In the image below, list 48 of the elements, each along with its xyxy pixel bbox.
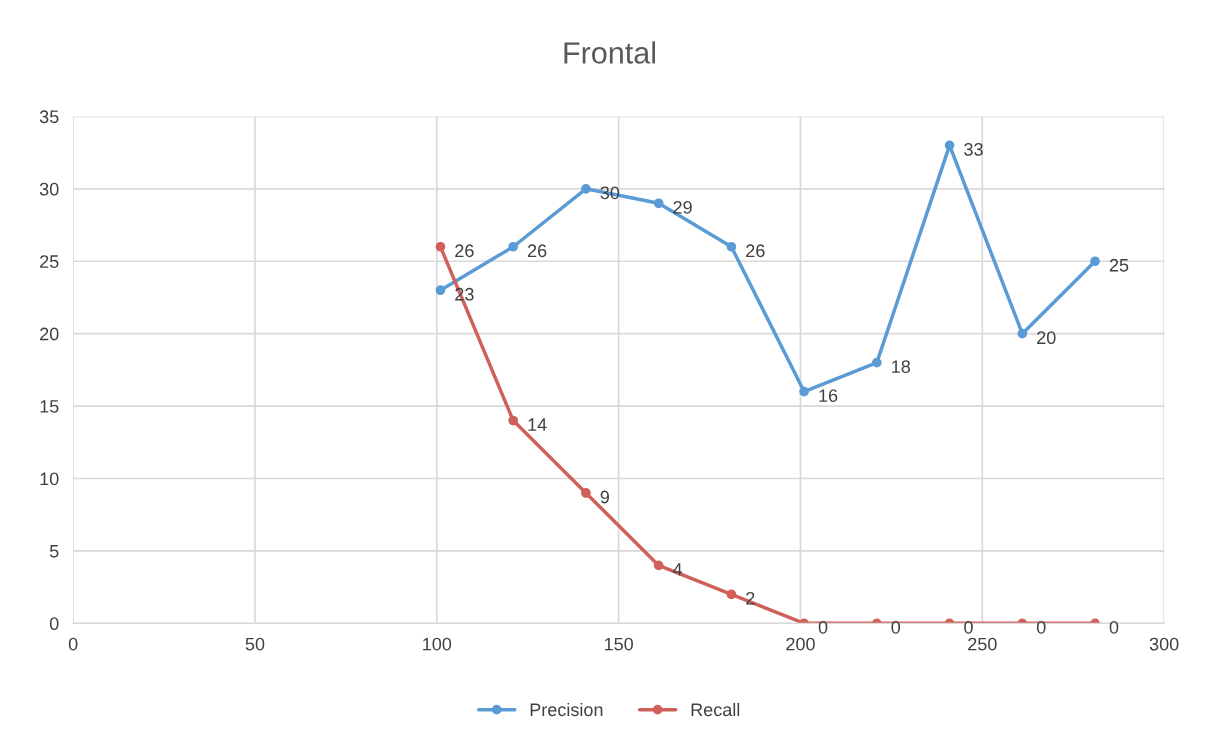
data-label: 0 xyxy=(818,620,828,634)
point xyxy=(508,241,519,252)
data-label: 26 xyxy=(527,244,547,258)
data-label: 20 xyxy=(1037,331,1056,345)
data-label: 0 xyxy=(1109,620,1119,634)
x-tick-label: 100 xyxy=(423,637,452,651)
y-tick-label: 30 xyxy=(39,182,59,196)
data-label: 25 xyxy=(1109,258,1129,272)
data-label: 0 xyxy=(1036,620,1046,634)
data-label: 26 xyxy=(455,244,474,258)
legend-label: Precision xyxy=(530,702,603,717)
chart-title: Frontal xyxy=(564,41,656,64)
y-tick-label: 10 xyxy=(40,472,59,486)
data-label: 33 xyxy=(964,142,983,156)
y-tick-label: 5 xyxy=(49,545,59,558)
x-tick-label: 200 xyxy=(786,637,815,651)
point xyxy=(435,285,446,296)
x-tick-label: 250 xyxy=(968,637,997,651)
legend-label: Recall xyxy=(691,702,740,717)
x-tick-label: 150 xyxy=(604,637,633,651)
x-tick-label: 300 xyxy=(1149,637,1179,651)
point xyxy=(726,589,737,600)
data-label: 26 xyxy=(746,244,765,258)
data-label: 14 xyxy=(528,418,547,431)
data-label: 16 xyxy=(819,389,838,402)
point xyxy=(871,357,882,368)
data-label: 0 xyxy=(891,620,901,634)
point xyxy=(435,241,446,252)
data-label: 0 xyxy=(964,620,973,634)
data-label: 9 xyxy=(600,490,609,504)
point xyxy=(653,198,664,209)
point xyxy=(508,415,519,426)
point xyxy=(1090,256,1100,267)
data-label: 18 xyxy=(892,360,911,374)
x-tick-label: 50 xyxy=(245,637,265,651)
x-tick-label: 0 xyxy=(68,637,78,651)
y-tick-label: 15 xyxy=(40,400,59,413)
y-tick-label: 25 xyxy=(40,255,59,268)
y-tick-label: 20 xyxy=(40,327,59,341)
point xyxy=(726,241,737,252)
data-label: 29 xyxy=(673,200,692,214)
point xyxy=(581,488,591,498)
point xyxy=(653,560,664,571)
point xyxy=(799,386,809,397)
y-tick-label: 35 xyxy=(39,110,59,124)
point xyxy=(581,183,591,194)
point xyxy=(1017,328,1028,339)
y-tick-label: 0 xyxy=(49,617,59,631)
